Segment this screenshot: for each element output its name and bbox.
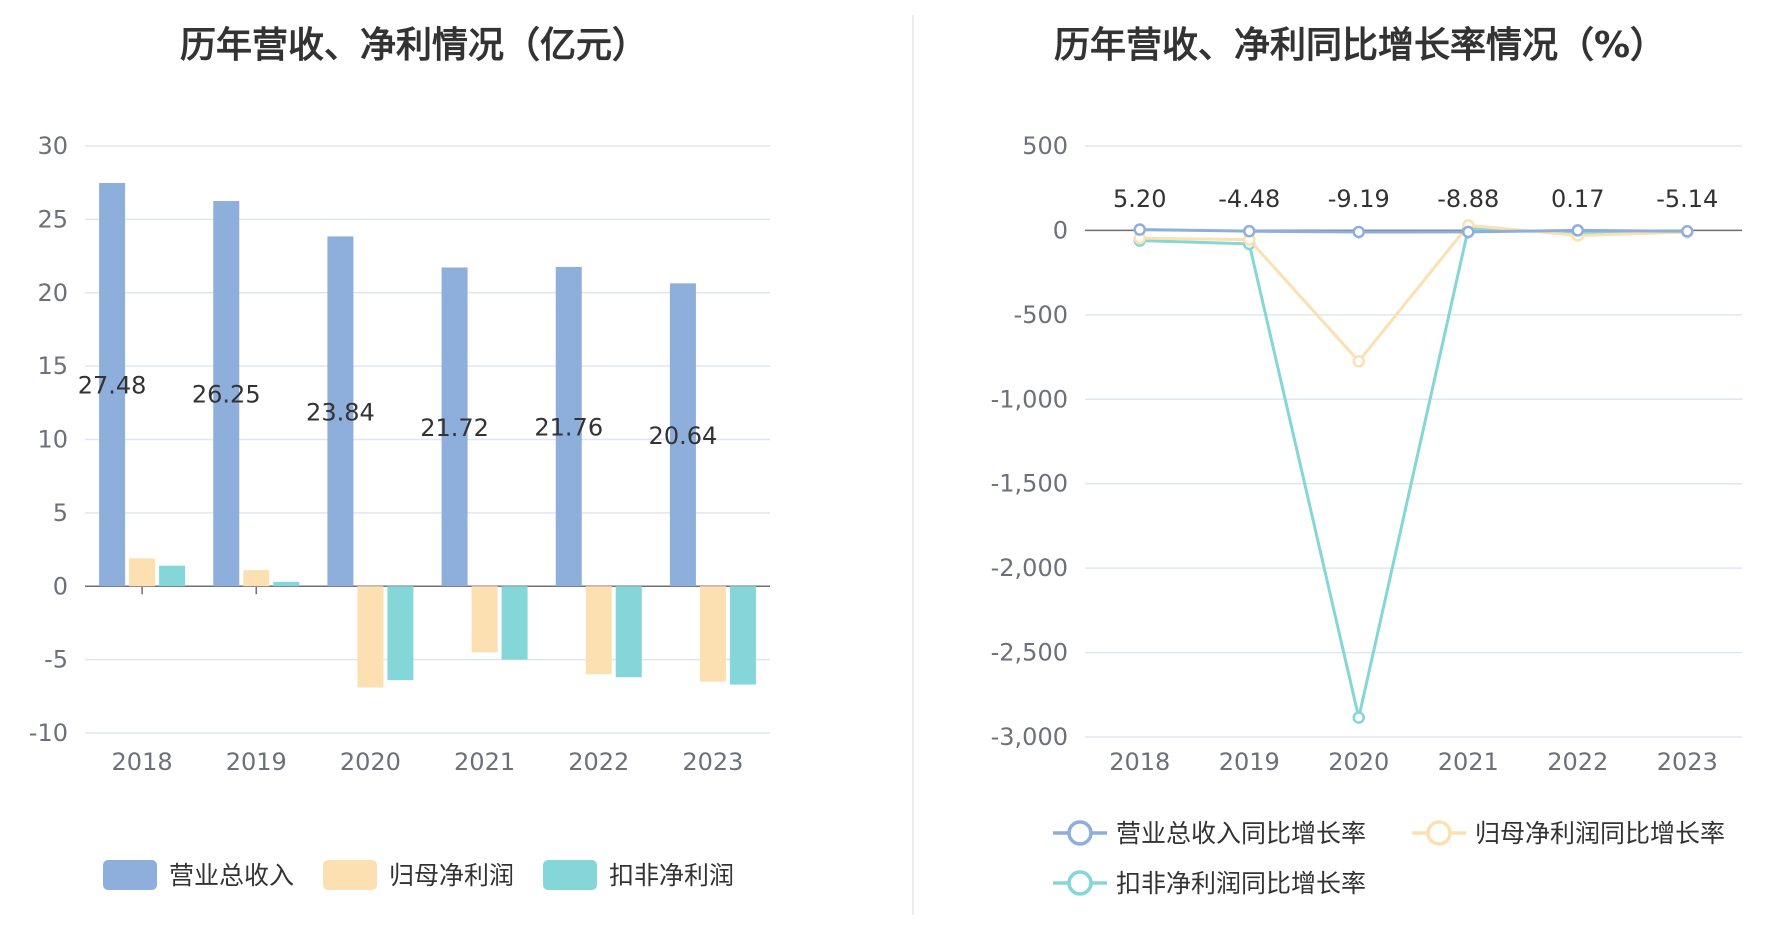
x-tick-label: 2019 — [226, 748, 287, 776]
y-tick-label: -5 — [44, 646, 68, 674]
data-point — [1462, 225, 1475, 239]
y-tick-label: -10 — [29, 719, 68, 747]
data-point — [1133, 223, 1146, 236]
data-value-label: 0.17 — [1551, 185, 1604, 213]
legend-label: 扣非净利润同比增长率 — [1116, 869, 1366, 898]
bar-2 — [243, 570, 270, 587]
legend-swatch — [323, 860, 377, 890]
bar-value-label: 26.25 — [192, 381, 261, 409]
bar-3 — [729, 586, 756, 685]
bar-value-label: 20.64 — [649, 422, 718, 450]
y-tick-label: -2,000 — [991, 554, 1068, 582]
y-tick-label: -500 — [1014, 301, 1068, 329]
legend-marker — [1426, 820, 1452, 846]
left-chart-title: 历年营收、净利情况（亿元） — [180, 25, 648, 66]
series-line-3 — [1139, 227, 1688, 718]
x-tick-label: 2022 — [568, 748, 629, 776]
bar-2 — [357, 586, 384, 688]
legend-label: 营业总收入 — [169, 861, 294, 890]
y-tick-label: 20 — [37, 279, 68, 307]
x-tick-label: 2020 — [1328, 748, 1389, 776]
bar-1 — [327, 236, 354, 587]
bar-2 — [699, 586, 726, 682]
series-line-2 — [1139, 223, 1688, 364]
x-tick-label: 2021 — [454, 748, 515, 776]
legend-swatch — [543, 860, 597, 890]
legend-label: 扣非净利润 — [609, 861, 734, 890]
revenue-profit-bar-chart: 30 25 20 15 10 5 0 -5 -10 2018 27.48 2019 26.25 2020 2… — [29, 132, 770, 890]
bar-1 — [441, 267, 468, 587]
bar-1 — [99, 182, 126, 587]
x-tick-label: 2023 — [1657, 748, 1718, 776]
x-tick-label: 2020 — [340, 748, 401, 776]
y-tick-label: -1,500 — [991, 470, 1068, 498]
data-value-label: -5.14 — [1656, 185, 1718, 213]
bar-3 — [615, 586, 642, 678]
x-tick-label: 2022 — [1547, 748, 1608, 776]
bar-value-label: 21.76 — [534, 414, 603, 442]
y-tick-label: 0 — [1053, 216, 1068, 244]
bar-3 — [159, 565, 186, 587]
series-line-1 — [1139, 228, 1688, 234]
legend-marker — [1067, 870, 1093, 896]
bar-value-label: 27.48 — [78, 372, 147, 400]
data-point — [1352, 225, 1365, 239]
data-point — [1352, 711, 1365, 724]
data-value-label: 5.20 — [1113, 185, 1166, 213]
y-tick-label: 5 — [53, 499, 68, 527]
bar-2 — [129, 558, 156, 587]
y-tick-label: 15 — [37, 352, 68, 380]
bar-2 — [471, 586, 498, 653]
x-tick-label: 2019 — [1219, 748, 1280, 776]
bar-1 — [669, 283, 696, 587]
data-value-label: -8.88 — [1437, 185, 1499, 213]
data-point — [1352, 355, 1365, 368]
legend-swatch — [103, 860, 157, 890]
y-tick-label: 500 — [1022, 132, 1068, 160]
y-tick-label: 0 — [53, 572, 68, 600]
legend-label: 归母净利润同比增长率 — [1475, 819, 1725, 848]
data-point — [1243, 224, 1256, 238]
data-value-label: -9.19 — [1328, 185, 1390, 213]
y-tick-label: 30 — [37, 132, 68, 160]
data-value-label: -4.48 — [1218, 185, 1280, 213]
data-point — [1681, 225, 1694, 238]
bar-value-label: 21.72 — [420, 414, 489, 442]
legend-label: 归母净利润 — [389, 861, 514, 890]
y-tick-label: -2,500 — [991, 639, 1068, 667]
growth-rate-line-chart: 500 0 -500 -1,000 -1,500 -2,000 -2,500 -3,000 20… — [991, 132, 1742, 898]
legend-marker — [1067, 820, 1093, 846]
bar-value-label: 23.84 — [306, 398, 375, 426]
right-chart-title: 历年营收、净利同比增长率情况（%） — [1054, 25, 1666, 66]
bar-1 — [213, 201, 240, 587]
x-tick-label: 2021 — [1438, 748, 1499, 776]
y-tick-label: -3,000 — [991, 723, 1068, 751]
y-tick-label: 10 — [37, 426, 68, 454]
legend-label: 营业总收入同比增长率 — [1116, 819, 1366, 848]
x-tick-label: 2023 — [682, 748, 743, 776]
y-tick-label: 25 — [37, 205, 68, 233]
bar-1 — [555, 266, 582, 587]
y-tick-label: -1,000 — [991, 385, 1068, 413]
bar-2 — [585, 586, 612, 675]
data-point — [1571, 224, 1584, 237]
bar-3 — [273, 581, 300, 587]
x-tick-label: 2018 — [1109, 748, 1170, 776]
x-tick-label: 2018 — [112, 748, 173, 776]
bar-3 — [387, 586, 414, 681]
bar-3 — [501, 586, 528, 660]
